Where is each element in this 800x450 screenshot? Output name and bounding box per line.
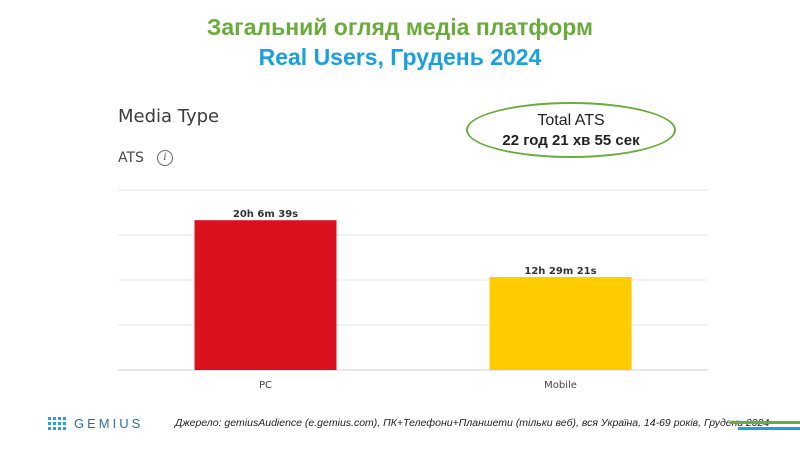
source-note: Джерело: gemiusAudience (e.gemius.com), … [175, 417, 770, 429]
total-ats-value: 22 год 21 хв 55 сек [502, 132, 640, 149]
x-tick-label: PC [259, 380, 272, 391]
logo-dots-icon [48, 417, 66, 430]
bar-pc [194, 220, 337, 370]
total-ats-label: Total ATS [537, 112, 605, 129]
total-ats-badge: Total ATS 22 год 21 хв 55 сек [466, 102, 676, 158]
info-icon[interactable]: i [157, 150, 173, 166]
slide-subtitle: Real Users, Грудень 2024 [258, 44, 542, 70]
logo-text: GEMIUS [74, 416, 144, 431]
x-tick-label: Mobile [544, 380, 577, 391]
metric-label: ATS [118, 150, 144, 166]
decorative-line-blue [738, 427, 800, 430]
bar-value-label: 12h 29m 21s [524, 266, 596, 277]
decorative-line-green [730, 421, 800, 424]
slide-title: Загальний огляд медіа платформ [206, 14, 594, 40]
gemius-logo: GEMIUS [48, 416, 143, 431]
bar-mobile [489, 276, 632, 370]
panel-title: Media Type [118, 106, 220, 127]
media-type-chart: 20h 6m 39s PC 12h 29m 21s Mobile [118, 189, 708, 391]
bar-value-label: 20h 6m 39s [233, 209, 298, 220]
